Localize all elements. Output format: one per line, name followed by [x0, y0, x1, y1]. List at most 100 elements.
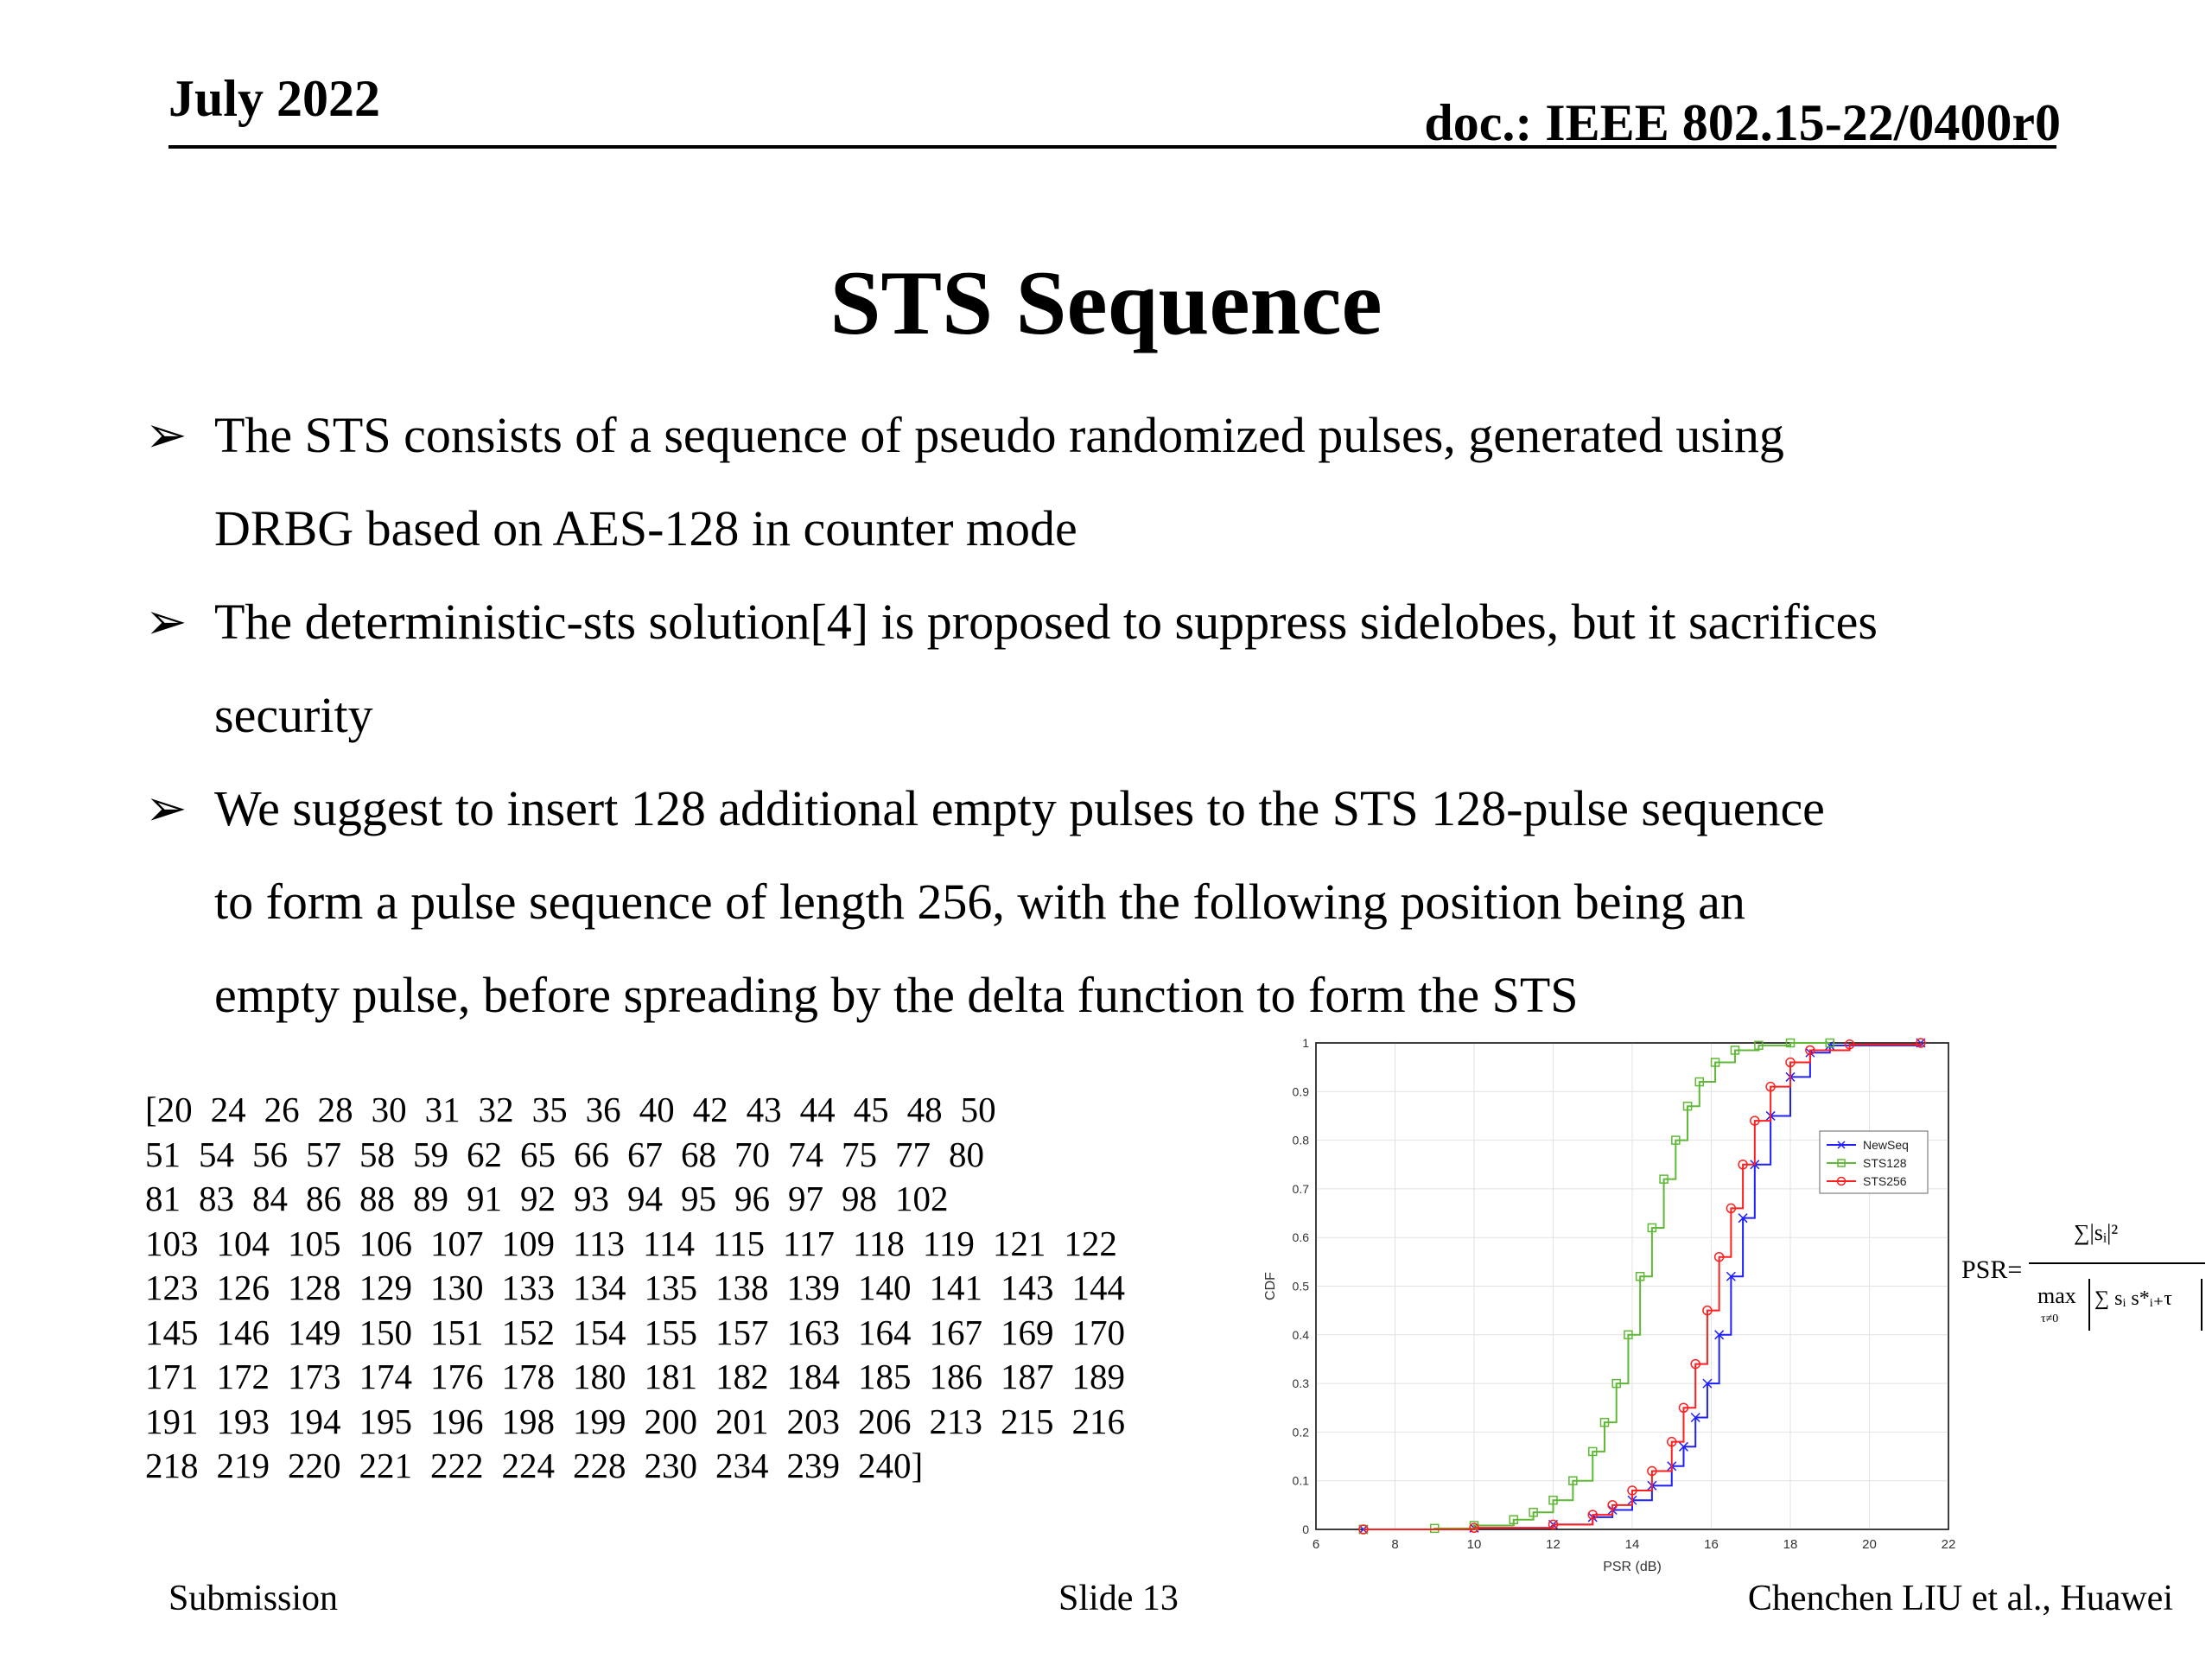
data-point — [1690, 1358, 1700, 1370]
y-tick-label: 0.1 — [1293, 1474, 1310, 1488]
data-point — [1785, 1057, 1796, 1068]
sequence-row: 123 126 128 129 130 133 134 135 138 139 140 141 143 1… — [145, 1267, 1182, 1312]
y-tick-label: 0.4 — [1293, 1328, 1310, 1342]
sequence-value: 129 — [359, 1268, 413, 1307]
data-point — [1710, 1058, 1720, 1067]
sequence-value: 65 — [520, 1134, 556, 1174]
sequence-value: 123 — [145, 1268, 199, 1307]
header-doc-id: doc.: IEEE 802.15-22/0400r0 — [1424, 94, 2061, 151]
sequence-value: 94 — [627, 1179, 663, 1218]
sequence-value: 172 — [216, 1357, 270, 1396]
legend-label: STS128 — [1863, 1156, 1907, 1170]
footer-submission: Submission — [168, 1579, 339, 1618]
sequence-value: 163 — [786, 1312, 841, 1352]
data-point — [1624, 1330, 1633, 1340]
data-point — [1469, 1522, 1479, 1534]
sequence-value: 102 — [895, 1179, 949, 1218]
formula-denominator-sum: ∑ sᵢ s*ᵢ₊τ — [2094, 1287, 2172, 1310]
sequence-value: 54 — [199, 1134, 234, 1174]
data-point — [1765, 1081, 1776, 1092]
sequence-value: 45 — [853, 1090, 889, 1129]
y-tick-label: 0.3 — [1293, 1376, 1310, 1390]
y-tick-label: 0.8 — [1293, 1134, 1310, 1147]
sequence-value: 114 — [642, 1223, 695, 1263]
legend-marker — [1837, 1159, 1846, 1167]
data-point — [1844, 1039, 1855, 1050]
sequence-value: 51 — [145, 1134, 181, 1174]
sequence-value: 67 — [627, 1134, 663, 1174]
bullet-arrow-icon: ➢ — [145, 780, 188, 836]
sequence-value: 239 — [786, 1446, 841, 1485]
sequence-value: 170 — [1071, 1312, 1126, 1352]
sequence-value: 176 — [430, 1357, 484, 1396]
sequence-value: 80 — [949, 1134, 984, 1174]
data-point — [1430, 1523, 1440, 1534]
sequence-value: 178 — [501, 1357, 556, 1396]
sequence-value: 95 — [681, 1179, 716, 1218]
sequence-value: 58 — [359, 1134, 395, 1174]
x-tick-label: 18 — [1783, 1537, 1798, 1552]
sequence-value: 28 — [317, 1090, 353, 1129]
slide-title: STS Sequence — [830, 252, 1382, 353]
sequence-value: 143 — [1001, 1268, 1054, 1307]
sequence-value: 167 — [929, 1312, 983, 1352]
legend-label: STS256 — [1863, 1174, 1907, 1188]
sequence-value: 96 — [734, 1179, 770, 1218]
data-point — [1671, 1135, 1681, 1145]
data-point — [1568, 1476, 1578, 1485]
formula-lhs: PSR= — [1961, 1255, 2022, 1284]
sequence-value: 43 — [746, 1090, 782, 1129]
sequence-value: 119 — [922, 1223, 975, 1263]
sequence-value: 57 — [306, 1134, 341, 1174]
sequence-value: 89 — [413, 1179, 448, 1218]
sequence-value: 174 — [359, 1357, 413, 1396]
y-tick-label: 0.6 — [1293, 1230, 1310, 1244]
sequence-value: 103 — [145, 1223, 199, 1263]
data-point — [1587, 1510, 1598, 1520]
sequence-value: 194 — [288, 1401, 341, 1441]
sequence-value: 134 — [573, 1268, 626, 1307]
sequence-row: 171 172 173 174 176 178 180 181 182 184 185 186 187 1… — [145, 1356, 1182, 1401]
data-point — [1529, 1508, 1538, 1517]
sequence-value: 84 — [252, 1179, 288, 1218]
sequence-value: 140 — [858, 1268, 912, 1307]
sequence-value: 44 — [799, 1090, 836, 1129]
data-point — [1667, 1436, 1677, 1447]
sequence-row: [20 24 26 28 30 31 32 35 36 40 42 43 44 45 48 50 — [145, 1089, 1182, 1134]
sequence-value: 138 — [715, 1268, 769, 1307]
sequence-value: 117 — [782, 1223, 835, 1263]
sequence-value: 234 — [715, 1446, 769, 1485]
data-point — [1599, 1417, 1610, 1427]
sequence-value: 155 — [644, 1312, 698, 1352]
y-tick-label: 0.5 — [1293, 1280, 1310, 1294]
data-point — [1702, 1378, 1713, 1389]
data-point — [1607, 1500, 1618, 1510]
y-tick-label: 0.9 — [1293, 1084, 1310, 1098]
sequence-value: 213 — [929, 1401, 983, 1441]
sequence-value: 164 — [858, 1312, 912, 1352]
y-tick-label: 0.7 — [1293, 1182, 1310, 1196]
bullet-line: We suggest to insert 128 additional empt… — [214, 780, 1825, 836]
sequence-value: 130 — [430, 1268, 484, 1307]
sequence-value: 135 — [644, 1268, 698, 1307]
sequence-value: 157 — [715, 1312, 769, 1352]
x-tick-label: 16 — [1704, 1537, 1719, 1552]
footer-slide-number: Slide 13 — [1058, 1579, 1179, 1618]
sequence-value: 222 — [430, 1446, 484, 1485]
sequence-value: [20 — [145, 1090, 193, 1129]
y-tick-label: 0 — [1302, 1522, 1309, 1536]
bullet-item: ➢ We suggest to insert 128 additional emp… — [145, 762, 2133, 1042]
formula-max-sub: τ≠0 — [2041, 1313, 2058, 1325]
header-date: July 2022 — [168, 70, 381, 127]
y-tick-label: 0.2 — [1293, 1425, 1310, 1439]
sequence-value: 68 — [681, 1134, 716, 1174]
x-tick-label: 20 — [1862, 1537, 1877, 1552]
chart-svg: 6 8 10 12 14 16 18 20 22 0 0.1 0.2 0.3 0.4 0.5 0.6 0.7 0.… — [1263, 1036, 1955, 1574]
data-point — [1682, 1101, 1693, 1111]
data-point — [1714, 1330, 1725, 1340]
sequence-value: 88 — [359, 1179, 395, 1218]
sequence-value: 200 — [644, 1401, 698, 1441]
sequence-value: 106 — [359, 1223, 413, 1263]
sequence-value: 145 — [145, 1312, 199, 1352]
sequence-value: 154 — [573, 1312, 626, 1352]
